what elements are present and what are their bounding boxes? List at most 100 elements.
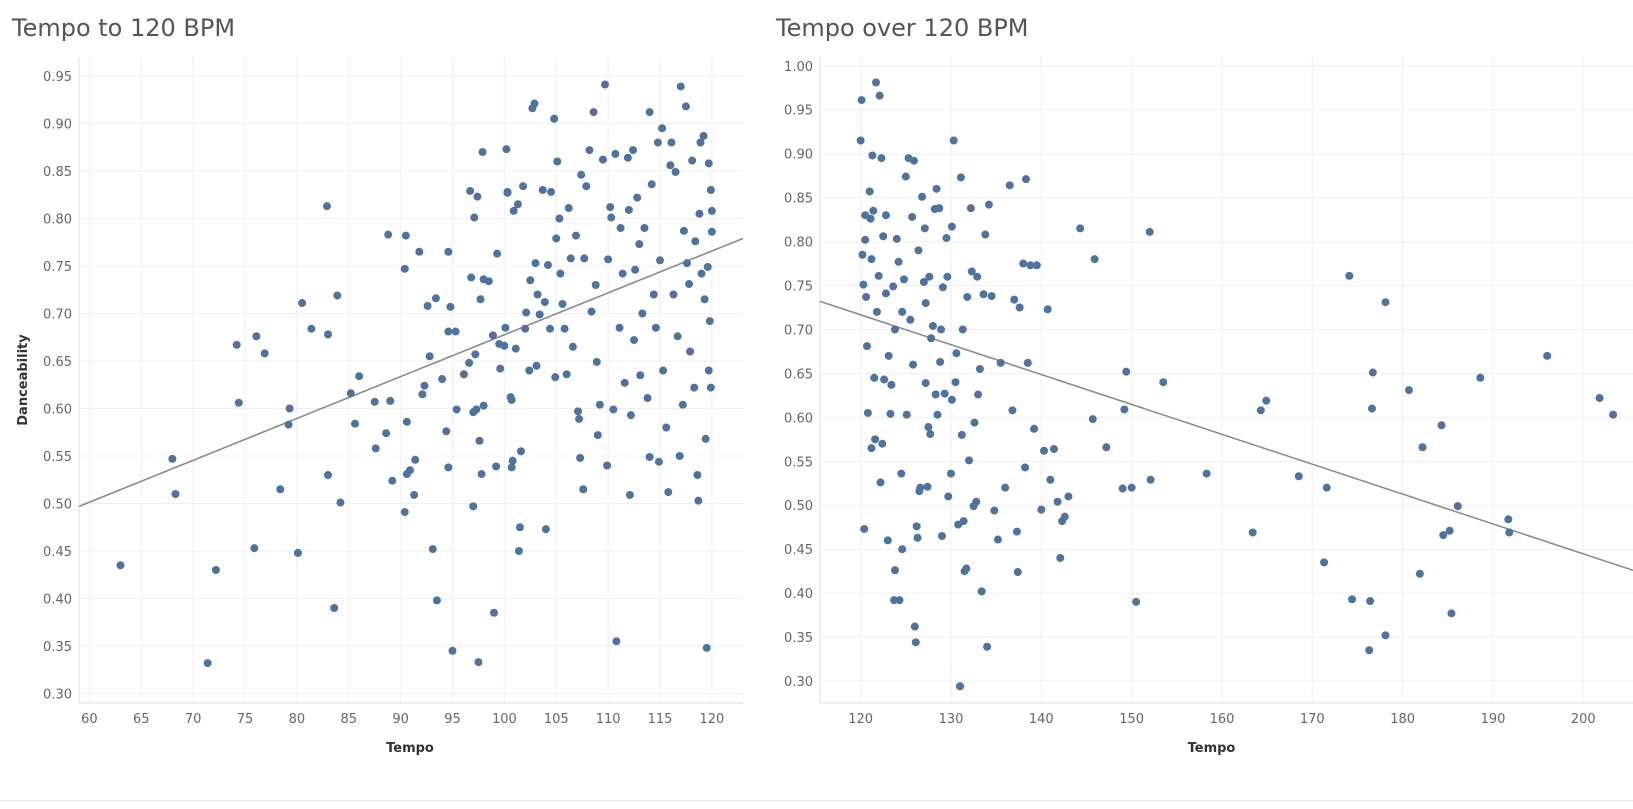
data-point[interactable] — [640, 224, 649, 232]
data-point[interactable] — [1120, 405, 1129, 414]
data-point[interactable] — [662, 423, 671, 432]
data-point[interactable] — [894, 257, 903, 266]
data-point[interactable] — [476, 295, 485, 304]
data-point[interactable] — [535, 310, 544, 319]
data-point[interactable] — [707, 206, 716, 215]
data-point[interactable] — [867, 255, 876, 264]
data-point[interactable] — [551, 373, 560, 382]
data-point[interactable] — [1476, 373, 1485, 382]
data-point[interactable] — [607, 213, 616, 222]
data-point[interactable] — [682, 259, 691, 268]
data-point[interactable] — [560, 324, 569, 333]
data-point[interactable] — [507, 463, 516, 472]
data-point[interactable] — [1053, 497, 1062, 506]
data-point[interactable] — [574, 407, 583, 416]
data-point[interactable] — [593, 431, 602, 440]
data-point[interactable] — [571, 231, 580, 240]
data-point[interactable] — [550, 114, 559, 123]
data-point[interactable] — [1595, 394, 1604, 403]
data-point[interactable] — [234, 398, 243, 407]
data-point[interactable] — [1118, 484, 1127, 493]
data-point[interactable] — [1030, 424, 1039, 433]
data-point[interactable] — [1010, 295, 1019, 304]
data-point[interactable] — [1060, 512, 1069, 521]
data-point[interactable] — [919, 278, 928, 287]
data-point[interactable] — [696, 138, 705, 147]
data-point[interactable] — [878, 439, 887, 448]
data-point[interactable] — [923, 482, 932, 491]
data-point[interactable] — [862, 342, 871, 351]
data-point[interactable] — [1345, 271, 1354, 280]
data-point[interactable] — [496, 364, 505, 373]
data-point[interactable] — [705, 317, 714, 326]
data-point[interactable] — [448, 646, 457, 655]
data-point[interactable] — [928, 321, 937, 330]
data-point[interactable] — [958, 325, 967, 334]
data-point[interactable] — [977, 587, 986, 596]
data-point[interactable] — [513, 200, 522, 209]
data-point[interactable] — [1076, 224, 1085, 233]
data-point[interactable] — [957, 430, 966, 439]
data-point[interactable] — [901, 172, 910, 181]
data-point[interactable] — [861, 211, 870, 220]
data-point[interactable] — [983, 642, 992, 651]
data-point[interactable] — [564, 204, 573, 213]
data-point[interactable] — [507, 395, 516, 404]
data-point[interactable] — [870, 373, 879, 382]
data-point[interactable] — [974, 390, 983, 399]
data-point[interactable] — [616, 224, 625, 232]
data-point[interactable] — [932, 184, 941, 193]
data-point[interactable] — [626, 411, 635, 420]
data-point[interactable] — [1012, 527, 1021, 536]
data-point[interactable] — [859, 280, 868, 289]
data-point[interactable] — [857, 96, 866, 105]
data-point[interactable] — [963, 292, 972, 301]
data-point[interactable] — [924, 423, 933, 432]
data-point[interactable] — [916, 483, 925, 492]
data-point[interactable] — [533, 290, 542, 299]
data-point[interactable] — [1001, 483, 1010, 492]
data-point[interactable] — [446, 302, 455, 311]
data-point[interactable] — [1043, 305, 1052, 314]
data-point[interactable] — [902, 410, 911, 419]
data-point[interactable] — [860, 524, 869, 533]
data-point[interactable] — [514, 547, 523, 555]
data-point[interactable] — [678, 400, 687, 409]
data-point[interactable] — [892, 234, 901, 243]
data-point[interactable] — [956, 173, 965, 182]
data-point[interactable] — [879, 232, 888, 241]
data-point[interactable] — [333, 291, 342, 300]
data-point[interactable] — [350, 419, 359, 428]
data-point[interactable] — [531, 259, 540, 268]
data-point[interactable] — [630, 336, 639, 345]
data-point[interactable] — [1368, 368, 1377, 377]
data-point[interactable] — [400, 264, 409, 273]
data-point[interactable] — [543, 261, 552, 270]
data-point[interactable] — [1348, 595, 1357, 604]
data-point[interactable] — [1145, 227, 1154, 236]
data-point[interactable] — [886, 409, 895, 418]
data-point[interactable] — [981, 230, 990, 239]
data-point[interactable] — [525, 366, 534, 375]
data-point[interactable] — [1032, 261, 1041, 270]
data-point[interactable] — [861, 235, 870, 244]
data-point[interactable] — [1159, 378, 1168, 387]
data-point[interactable] — [336, 498, 345, 507]
data-point[interactable] — [459, 370, 468, 379]
data-point[interactable] — [471, 350, 480, 359]
data-point[interactable] — [451, 327, 460, 336]
data-point[interactable] — [654, 457, 663, 466]
data-point[interactable] — [693, 471, 702, 479]
data-point[interactable] — [643, 394, 652, 403]
data-point[interactable] — [858, 250, 867, 259]
data-point[interactable] — [116, 561, 125, 570]
data-point[interactable] — [940, 389, 949, 398]
data-point[interactable] — [927, 334, 936, 343]
data-point[interactable] — [887, 380, 896, 389]
data-point[interactable] — [686, 347, 695, 356]
data-point[interactable] — [975, 365, 984, 374]
data-point[interactable] — [906, 315, 915, 324]
data-point[interactable] — [700, 295, 709, 304]
data-point[interactable] — [1365, 646, 1374, 655]
data-point[interactable] — [477, 470, 486, 479]
